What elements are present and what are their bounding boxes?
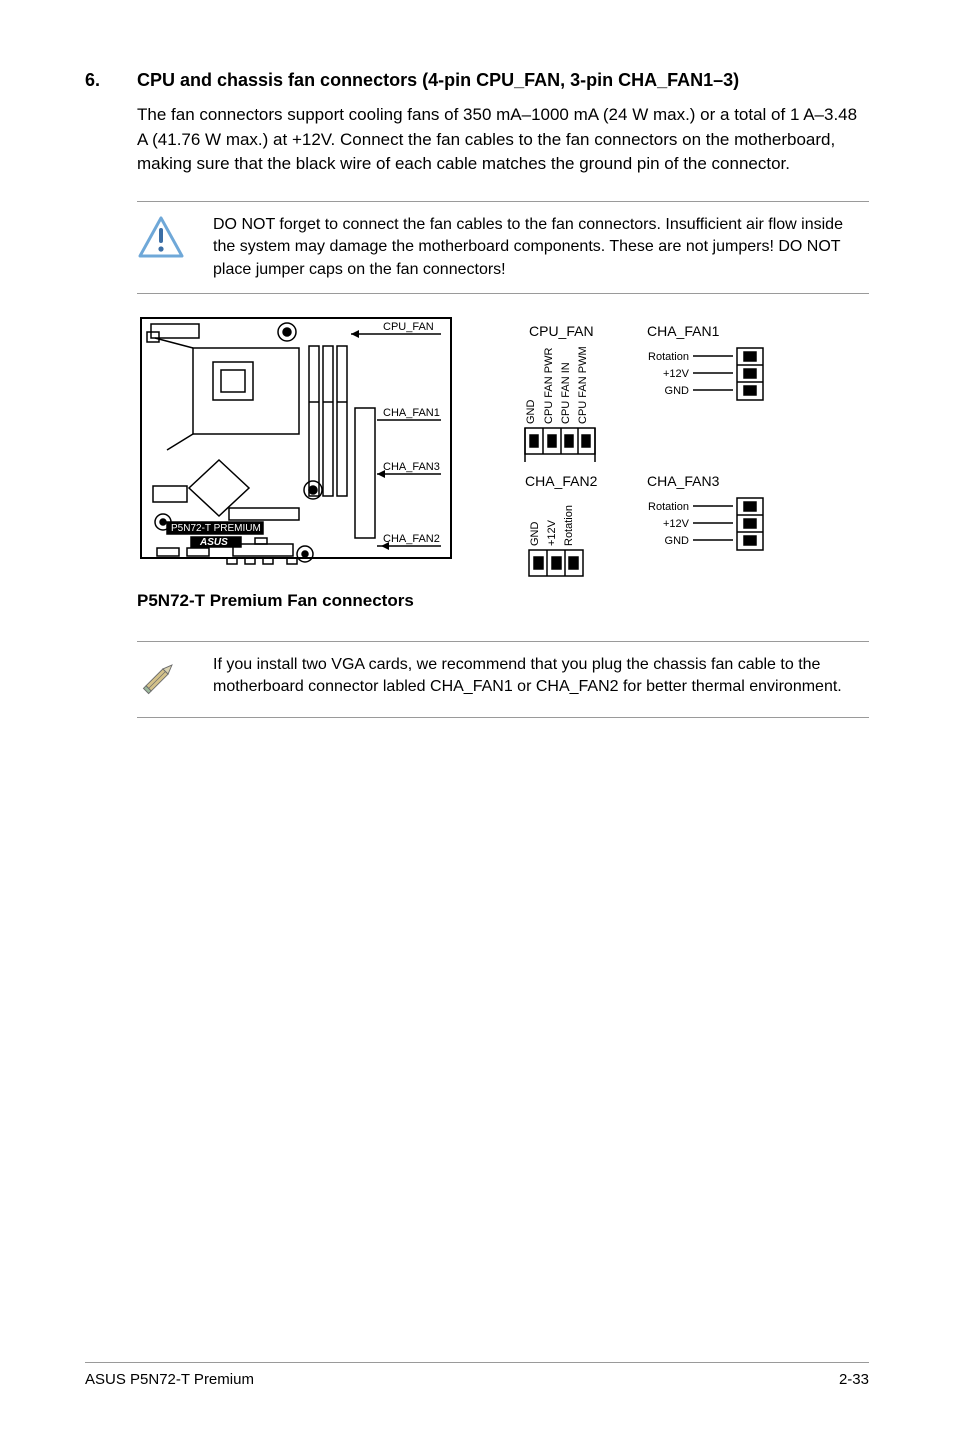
footer-right: 2-33 [839,1371,869,1388]
conn-title-cha-fan2: CHA_FAN2 [525,473,598,489]
cha-fan2-pin-1: +12V [546,519,558,546]
section-heading: 6. CPU and chassis fan connectors (4-pin… [85,70,869,91]
section-number: 6. [85,70,137,91]
board-brand-label: ASUS [199,537,228,548]
cpu-fan-pin-0: GND [525,400,537,425]
mb-label-cha-fan2: CHA_FAN2 [383,533,440,545]
warning-icon [137,214,185,263]
cpu-fan-pin-3: CPU FAN PWM [577,346,589,424]
conn-title-cha-fan1: CHA_FAN1 [647,323,720,339]
page-footer: ASUS P5N72-T Premium 2-33 [85,1362,869,1388]
cha-fan3-pin-0: Rotation [648,501,689,513]
conn-title-cha-fan3: CHA_FAN3 [647,473,720,489]
note-text: If you install two VGA cards, we recomme… [213,654,869,699]
mb-label-cha-fan1: CHA_FAN1 [383,407,440,419]
diagram-caption: P5N72-T Premium Fan connectors [137,591,869,611]
cpu-fan-pin-2: CPU FAN IN [560,362,572,424]
cha-fan2-pin-2: Rotation [563,505,575,546]
mb-label-cpu-fan: CPU_FAN [383,321,434,333]
warning-text: DO NOT forget to connect the fan cables … [213,214,869,281]
cha-fan3-pin-2: GND [665,535,690,547]
fan-connectors-diagram: P5N72-T PREMIUM ASUS CPU_FAN CHA_FAN1 CH… [137,310,869,611]
warning-callout: DO NOT forget to connect the fan cables … [137,201,869,294]
note-callout: If you install two VGA cards, we recomme… [137,641,869,718]
cha-fan2-pin-0: GND [529,522,541,547]
section-body: The fan connectors support cooling fans … [137,103,869,177]
section-body-row: The fan connectors support cooling fans … [85,103,869,177]
cpu-fan-pin-1: CPU FAN PWR [543,348,555,424]
mb-label-cha-fan3: CHA_FAN3 [383,461,440,473]
cha-fan1-pin-2: GND [665,385,690,397]
board-silk-label: P5N72-T PREMIUM [171,523,261,534]
cha-fan1-pin-1: +12V [663,368,690,380]
footer-left: ASUS P5N72-T Premium [85,1371,254,1388]
cha-fan1-pin-0: Rotation [648,351,689,363]
conn-title-cpu-fan: CPU_FAN [529,323,594,339]
cha-fan3-pin-1: +12V [663,518,690,530]
pencil-icon [137,654,185,705]
section-title: CPU and chassis fan connectors (4-pin CP… [137,70,739,91]
